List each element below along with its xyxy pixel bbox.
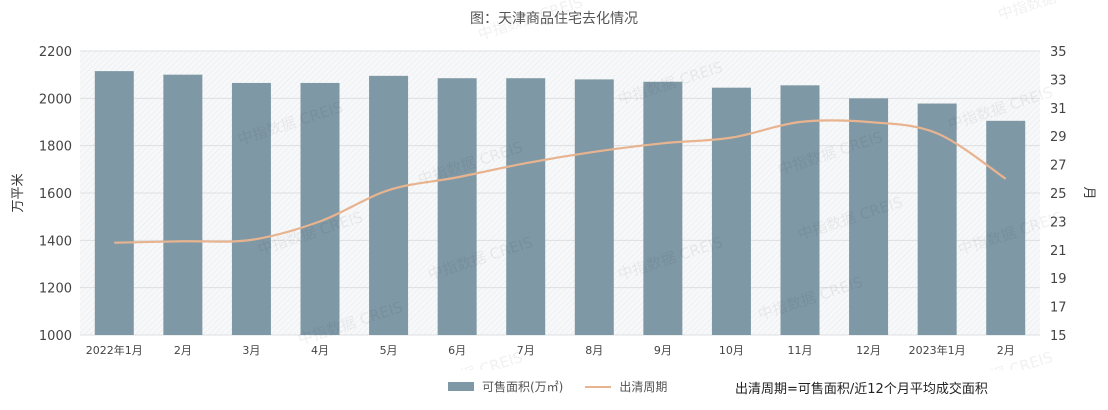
y-tick-left: 1600 <box>39 187 72 202</box>
bar <box>917 103 957 335</box>
y-tick-right: 21 <box>1050 244 1067 259</box>
y-tick-right: 19 <box>1050 272 1067 287</box>
bar <box>574 79 614 336</box>
bar <box>94 71 134 335</box>
y-tick-right: 33 <box>1050 73 1067 88</box>
x-tick: 10月 <box>719 344 744 357</box>
legend-bar-label: 可售面积(万㎡) <box>482 380 564 394</box>
x-tick: 12月 <box>856 344 881 357</box>
y-axis-label-right: 月 <box>1081 186 1096 199</box>
chart-annotation: 出清周期=可售面积/近12个月平均成交面积 <box>735 382 988 397</box>
x-tick: 2023年1月 <box>909 343 966 357</box>
bar <box>437 78 477 335</box>
y-tick-right: 23 <box>1050 215 1067 230</box>
y-tick-right: 15 <box>1050 329 1067 344</box>
legend-bar-swatch <box>448 382 474 391</box>
x-tick: 2022年1月 <box>86 343 143 357</box>
x-tick: 9月 <box>654 344 672 357</box>
y-tick-left: 1000 <box>39 329 72 344</box>
bar <box>163 74 203 336</box>
legend-line-label: 出清周期 <box>619 380 668 394</box>
y-tick-right: 29 <box>1050 130 1067 145</box>
line-series <box>114 119 1007 244</box>
bar <box>711 87 751 335</box>
x-tick: 2月 <box>174 344 192 357</box>
x-tick: 7月 <box>517 344 535 357</box>
x-tick: 2月 <box>997 344 1015 357</box>
chart-legend: 可售面积(万㎡) 出清周期 <box>448 378 667 395</box>
y-tick-right: 25 <box>1050 187 1067 202</box>
bar <box>300 82 340 335</box>
y-tick-right: 35 <box>1050 45 1067 60</box>
y-tick-left: 2200 <box>39 45 72 60</box>
chart-title: 图：天津商品住宅去化情况 <box>470 11 638 27</box>
bar <box>369 75 409 335</box>
chart-canvas: 1000 1200 1400 1600 1800 2000 2200 15 17 19 21 23 25… <box>11 0 1105 370</box>
y-tick-left: 2000 <box>39 92 72 107</box>
bar <box>643 81 683 336</box>
y-tick-right: 17 <box>1050 301 1067 316</box>
watermark: 中指数据 CREIS <box>476 0 585 44</box>
x-tick: 5月 <box>380 344 398 357</box>
watermark: 中指数据 CREIS <box>416 348 525 370</box>
y-tick-left: 1800 <box>39 140 72 155</box>
bar <box>506 78 546 335</box>
bar <box>986 120 1026 335</box>
y-tick-left: 1200 <box>39 282 72 297</box>
y-tick-left: 1400 <box>39 234 72 249</box>
x-tick: 8月 <box>585 344 603 357</box>
watermark: 中指数据 CREIS <box>996 0 1105 24</box>
bar <box>231 82 271 335</box>
x-tick: 4月 <box>311 344 329 357</box>
bar <box>849 98 889 335</box>
y-tick-right: 31 <box>1050 102 1067 117</box>
x-tick: 3月 <box>242 344 260 357</box>
legend-line-swatch <box>585 385 612 388</box>
y-axis-label-left: 万平米 <box>11 173 26 212</box>
x-tick: 6月 <box>448 344 466 357</box>
y-tick-right: 27 <box>1050 159 1067 174</box>
bar <box>780 85 820 335</box>
x-tick: 11月 <box>788 344 813 357</box>
